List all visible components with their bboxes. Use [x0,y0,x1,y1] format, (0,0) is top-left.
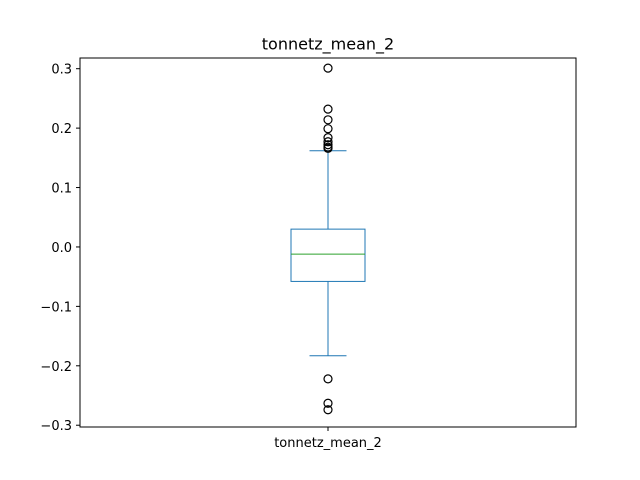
y-tick-label: −0.2 [40,360,72,375]
outlier-point [323,124,333,134]
outlier-point [323,115,333,125]
x-tick-label: tonnetz_mean_2 [274,436,382,451]
y-tick-label: 0.2 [51,122,72,137]
y-tick-label: 0.3 [51,63,72,78]
outlier-point [323,398,333,408]
axes-frame [79,57,577,428]
y-tick-label: −0.3 [40,419,72,434]
outlier-point [323,143,333,153]
plot-area: −0.3 −0.2 −0.1 0.0 0.1 0.2 0.3 tonnetz_mean_2 [40,63,381,451]
outlier-point [323,63,333,73]
outlier-point [323,140,333,150]
iqr-box [290,228,366,282]
outlier-point [323,374,333,384]
outlier-point [323,137,333,147]
y-tick-label: −0.1 [40,300,72,315]
outlier-point [323,405,333,415]
outlier-point [323,133,333,143]
chart-title: tonnetz_mean_2 [262,35,394,55]
outlier-point [323,104,333,114]
y-tick-label: 0.0 [51,241,72,256]
y-tick-label: 0.1 [51,182,72,197]
